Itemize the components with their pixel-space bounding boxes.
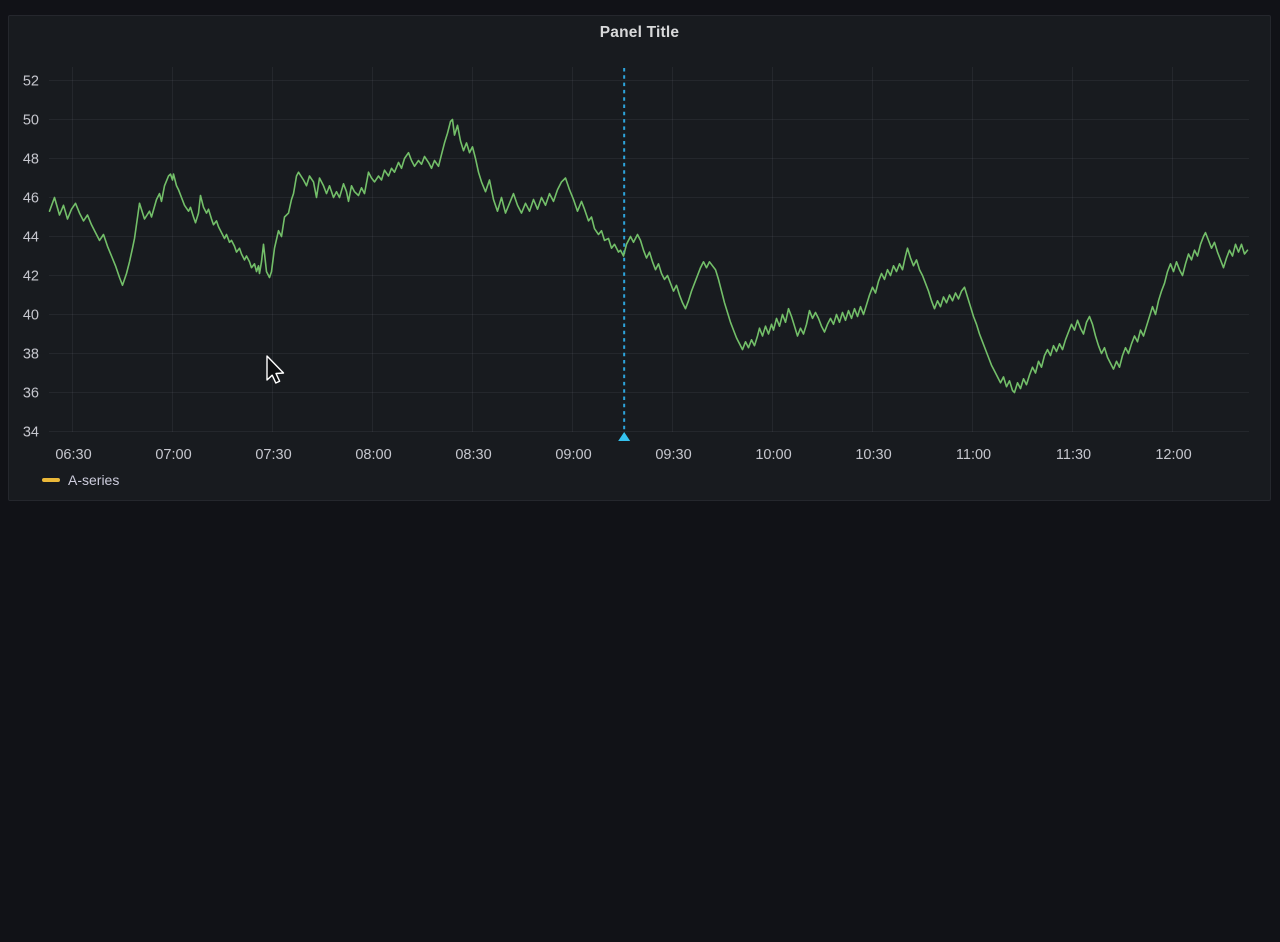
- x-axis-tick-label: 10:30: [855, 447, 891, 463]
- x-axis-tick-label: 11:30: [1056, 447, 1091, 463]
- y-axis-tick-label: 48: [23, 152, 39, 168]
- y-axis-tick-label: 36: [23, 386, 39, 402]
- legend-series-label: A-series: [68, 472, 120, 488]
- timeseries-panel: Panel Title 34 36 38 40 42 44 46 48 50 52 06:30 07:…: [8, 15, 1271, 501]
- annotation-marker-icon[interactable]: [618, 432, 631, 441]
- x-axis-tick-label: 09:00: [555, 447, 591, 463]
- y-axis-tick-label: 38: [23, 347, 39, 363]
- x-axis-tick-label: 12:00: [1155, 447, 1191, 463]
- timeseries-chart-canvas[interactable]: 34 36 38 40 42 44 46 48 50 52 06:30 07:00 07:30 08:00…: [9, 16, 1272, 502]
- y-axis-tick-label: 34: [23, 425, 39, 441]
- x-axis-tick-label: 07:30: [255, 447, 291, 463]
- series-color-marker: [42, 477, 60, 483]
- y-axis-tick-label: 46: [23, 191, 39, 207]
- y-axis-tick-label: 42: [23, 269, 39, 285]
- panel-title: Panel Title: [599, 24, 680, 41]
- x-axis-tick-label: 07:00: [155, 447, 191, 463]
- x-axis-tick-label: 10:00: [755, 447, 791, 463]
- x-axis-tick-label: 08:30: [455, 447, 491, 463]
- x-axis-tick-label: 09:30: [655, 447, 691, 463]
- y-axis-tick-label: 40: [23, 308, 39, 324]
- x-axis-tick-label: 08:00: [355, 447, 391, 463]
- y-axis-tick-label: 50: [23, 113, 39, 129]
- x-axis-tick-label: 11:00: [956, 447, 991, 463]
- panel-header[interactable]: Panel Title: [9, 16, 1270, 50]
- series-line-a-series: [48, 118, 1249, 394]
- legend-item-a-series[interactable]: A-series: [42, 471, 119, 489]
- x-axis-tick-label: 06:30: [55, 447, 91, 463]
- y-axis-tick-label: 44: [23, 230, 39, 246]
- y-axis-tick-label: 52: [23, 74, 39, 90]
